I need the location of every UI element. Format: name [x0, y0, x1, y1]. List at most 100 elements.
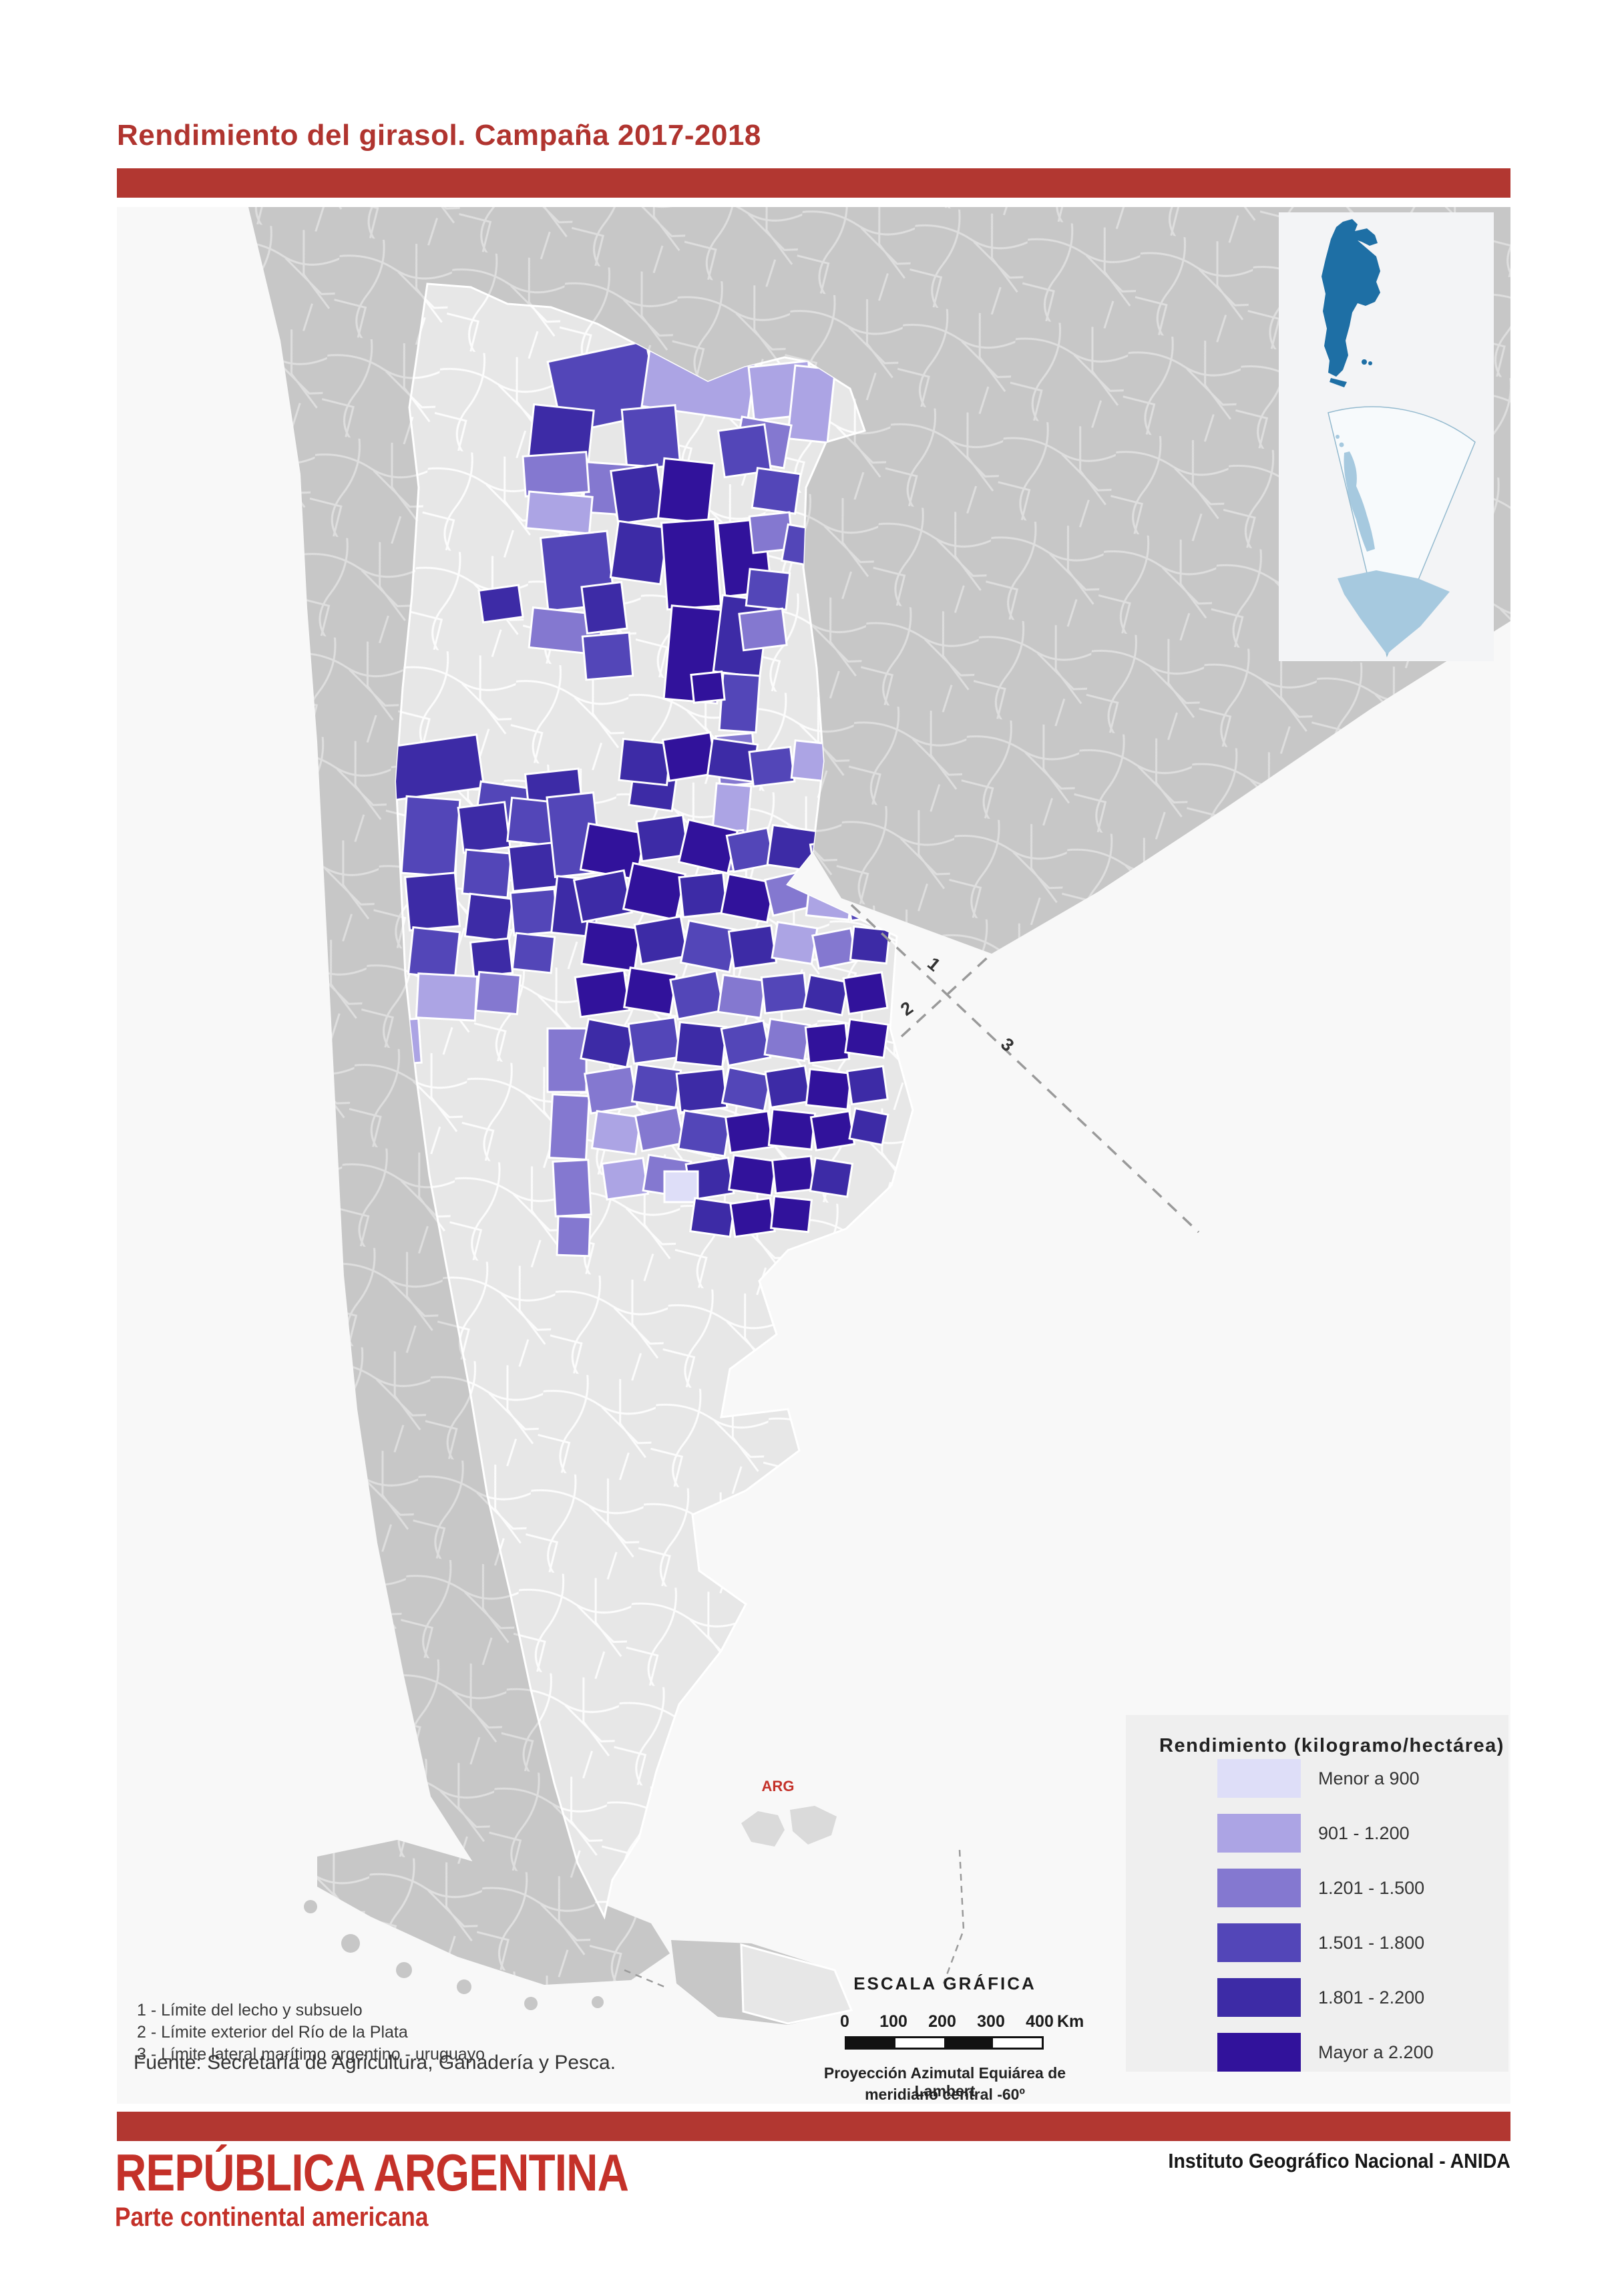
department-cell [477, 584, 524, 624]
department-cell [525, 490, 594, 535]
department-cell [590, 1109, 642, 1156]
inset-tierra-del-fuego [1330, 378, 1347, 387]
department-cell [769, 1195, 813, 1233]
department-cell [809, 1157, 854, 1198]
department-cell [609, 520, 670, 586]
department-cell [633, 915, 689, 966]
department-cell [679, 919, 739, 974]
department-cell [804, 1022, 851, 1065]
department-cell [610, 463, 666, 526]
scale-bar: ESCALA GRÁFICA 0 100 200 300 400 Km Proyecció… [795, 1973, 1095, 2103]
projection-note-line1: Proyección Azimutal Equiárea de Lambert [823, 2064, 1066, 2100]
legend-row: Menor a 900 [1126, 1759, 1508, 1799]
department-cell [848, 1107, 889, 1147]
legend-swatch [1217, 1869, 1301, 1907]
department-cell [663, 1170, 699, 1203]
legend-class-label: 901 - 1.200 [1318, 1823, 1410, 1843]
scale-tick-label: 200 [928, 2012, 956, 2031]
footer-agency: Instituto Geográfico Nacional - ANIDA [1168, 2149, 1510, 2172]
department-cell [623, 966, 678, 1016]
choropleth-departments [396, 312, 913, 1258]
department-cell [771, 920, 819, 966]
department-cell [581, 631, 634, 681]
legend-class-label: 1.201 - 1.500 [1318, 1878, 1425, 1898]
department-cell [748, 745, 796, 788]
department-cell [396, 733, 485, 803]
department-cell [580, 1018, 636, 1069]
neighbor-borders-texture [248, 207, 1510, 1937]
department-cell [522, 451, 590, 498]
department-cell [690, 671, 726, 704]
department-cell [634, 1106, 686, 1153]
department-cell [763, 1017, 811, 1063]
department-cell [508, 841, 560, 893]
department-cell [809, 1110, 856, 1151]
legend-row: Mayor a 2.200 [1126, 2033, 1508, 2073]
legend-swatch [1217, 1978, 1301, 2017]
department-cell [622, 862, 687, 922]
inset-map [1279, 212, 1494, 661]
department-cell [552, 1159, 592, 1217]
limit-notes: 1 - Límite del lecho y subsuelo 2 - Lími… [137, 2001, 485, 2064]
legend-class-label: 1.801 - 2.200 [1318, 1987, 1425, 2007]
department-cell [677, 1109, 732, 1157]
department-cell [764, 1064, 812, 1109]
department-cell [469, 937, 514, 978]
department-cell [675, 1067, 729, 1114]
department-cell [474, 970, 522, 1016]
department-cell [711, 782, 753, 834]
page-title: Rendimiento del girasol. Campaña 2017-20… [117, 119, 761, 152]
projection-note-line2: meridiano central -60º [865, 2086, 1025, 2103]
department-cell [745, 568, 791, 611]
scale-bar-graphic [845, 2036, 1044, 2050]
department-cell [727, 1154, 778, 1197]
legend-class-label: Mayor a 2.200 [1318, 2042, 1434, 2062]
department-cell [546, 1027, 588, 1093]
department-cell [674, 1020, 728, 1069]
department-cell [572, 869, 634, 924]
legend-row: 901 - 1.200 [1126, 1814, 1508, 1854]
department-cell [689, 1197, 736, 1238]
department-cell [407, 926, 461, 980]
department-cell [811, 927, 858, 970]
legend-row: 1.201 - 1.500 [1126, 1869, 1508, 1909]
department-cell [656, 457, 716, 525]
inset-argentina-shape [1322, 219, 1380, 377]
department-cell [580, 920, 642, 972]
limit-line-1-3 [850, 904, 1200, 1233]
department-cell [600, 1157, 650, 1201]
footer-subtitle: Parte continental americana [115, 2203, 429, 2232]
scale-bar-segment [993, 2038, 1042, 2048]
department-cell [415, 972, 479, 1022]
inset-antarctic-sector [1328, 406, 1476, 658]
scale-unit-label: Km [1057, 2012, 1084, 2031]
scale-bar-title: ESCALA GRÁFICA [853, 1973, 1036, 1993]
title-divider-bar [117, 168, 1510, 198]
department-cell [584, 1065, 638, 1115]
legend-class-label: Menor a 900 [1318, 1768, 1420, 1788]
legend-row: 1.801 - 2.200 [1126, 1978, 1508, 2018]
department-cell [751, 467, 802, 515]
archipelago-texture [317, 1840, 670, 1985]
department-cell [461, 848, 513, 899]
department-cell [548, 1093, 591, 1161]
scale-bar-segment [895, 2038, 944, 2048]
department-cell [669, 970, 725, 1020]
map-canvas: ARG 1 2 3 [117, 207, 1510, 2104]
legend-row: 1.501 - 1.800 [1126, 1923, 1508, 1963]
scale-tick-label: 300 [977, 2012, 1005, 2031]
department-cell [738, 607, 788, 652]
department-cell [678, 872, 729, 918]
department-cell [842, 971, 889, 1015]
department-cell [630, 1063, 682, 1109]
department-cell [721, 1066, 773, 1113]
department-cell [718, 672, 761, 734]
department-cell [727, 924, 778, 970]
legend-title: Rendimiento (kilogramo/hectárea) [1159, 1735, 1504, 1756]
department-cell [574, 969, 631, 1018]
malvinas-islands [741, 1806, 837, 1847]
department-cell [771, 1155, 816, 1195]
inset-antarctica-land [1336, 435, 1450, 654]
maritime-limit-lines [624, 904, 1200, 1988]
